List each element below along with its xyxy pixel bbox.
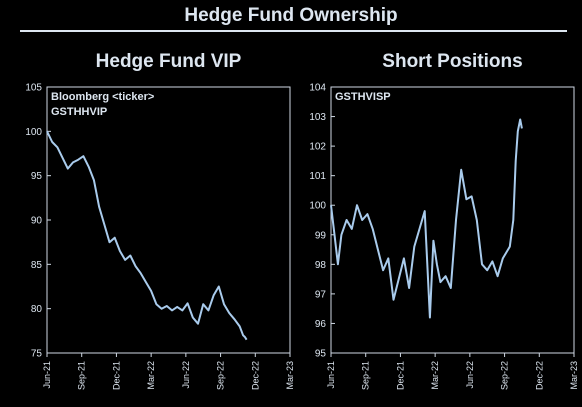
short-positions-panel: 95 96 97 98 99 100 101 102 103 104 Jun-21 Sep-21 Dec… xyxy=(309,83,579,391)
left-x-tick-label: Dec-22 xyxy=(250,361,260,390)
right-y-tick-label: 100 xyxy=(309,201,326,212)
left-x-tick-label: Dec-21 xyxy=(111,361,121,390)
left-y-tick-label: 80 xyxy=(31,304,43,315)
figure-header: Hedge Fund Ownership xyxy=(184,5,398,26)
right-x-tick-label: Mar-22 xyxy=(430,361,440,390)
right-y-tick-label: 101 xyxy=(309,171,326,182)
left-x-tick-label: Mar-23 xyxy=(285,361,295,390)
right-plot-frame xyxy=(330,86,575,354)
left-panel-title: Hedge Fund VIP xyxy=(95,51,242,72)
right-y-tick-label: 104 xyxy=(309,83,326,94)
left-x-tick-label: Mar-22 xyxy=(146,361,156,390)
right-y-tick-label: 103 xyxy=(309,112,326,123)
right-x-tick-label: Jun-21 xyxy=(326,361,336,389)
left-y-tick-label: 105 xyxy=(25,83,42,94)
left-x-tick-label: Sep-22 xyxy=(216,361,226,390)
right-x-tick-label: Dec-22 xyxy=(534,361,544,390)
left-x-tick-label: Jun-21 xyxy=(42,361,52,389)
header-underline xyxy=(20,30,567,32)
left-x-tick-label: Jun-22 xyxy=(181,361,191,389)
right-panel-title: Short Positions xyxy=(382,51,523,72)
right-x-tick-label: Dec-21 xyxy=(395,361,405,390)
right-series-line-0 xyxy=(330,118,523,319)
left-annotation-line: GSTHHVIP xyxy=(51,106,107,118)
right-x-tick-label: Sep-22 xyxy=(500,361,510,390)
right-y-tick-label: 95 xyxy=(315,349,327,360)
right-y-tick-label: 98 xyxy=(315,260,327,271)
right-x-tick-label: Sep-21 xyxy=(361,361,371,390)
right-y-tick-label: 96 xyxy=(315,319,327,330)
left-x-tick-label: Sep-21 xyxy=(77,361,87,390)
left-annotation-line: Bloomberg <ticker> xyxy=(51,91,154,103)
left-y-tick-label: 95 xyxy=(31,171,43,182)
right-annotation-line: GSTHVISP xyxy=(335,91,391,103)
left-y-tick-label: 85 xyxy=(31,260,43,271)
left-y-tick-label: 100 xyxy=(25,127,42,138)
right-y-tick-label: 97 xyxy=(315,289,327,300)
right-y-tick-label: 102 xyxy=(309,142,326,153)
left-y-tick-label: 90 xyxy=(31,216,43,227)
left-y-tick-label: 75 xyxy=(31,349,43,360)
right-x-tick-label: Mar-23 xyxy=(569,361,579,390)
right-x-tick-label: Jun-22 xyxy=(465,361,475,389)
left-series-line-0 xyxy=(46,130,248,341)
left-plot-frame xyxy=(46,86,291,354)
right-y-tick-label: 99 xyxy=(315,230,327,241)
hedge-fund-vip-panel: 75 80 85 90 95 100 105 Jun-21 Sep-21 Dec-21 Mar-22… xyxy=(25,83,295,391)
